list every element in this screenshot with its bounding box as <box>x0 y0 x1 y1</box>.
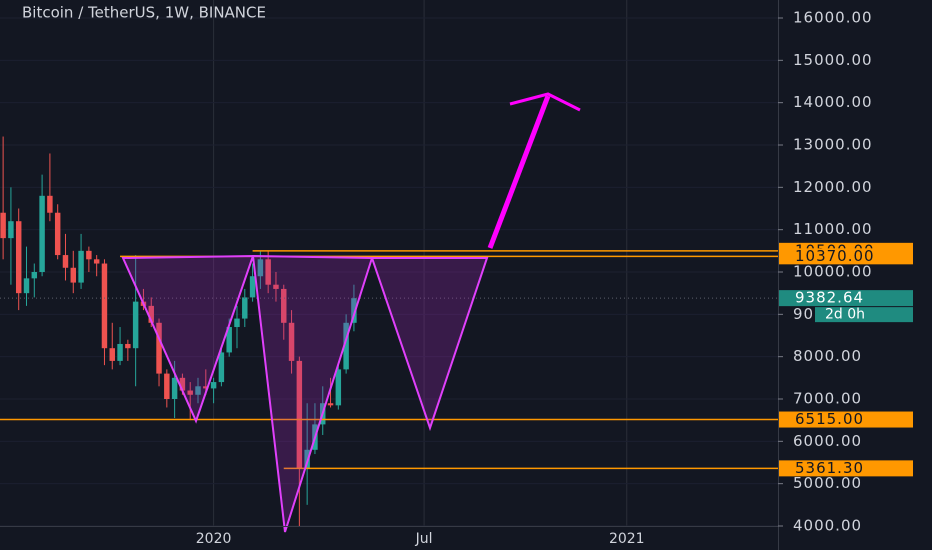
candle-body <box>23 278 30 294</box>
head <box>251 254 374 533</box>
right-shoulder <box>370 257 489 432</box>
last-price-label: 9382.64 <box>795 289 864 307</box>
y-tick-label: 7000.00 <box>793 390 862 408</box>
pattern-drawing <box>121 92 581 533</box>
y-tick-label: 16000.00 <box>793 9 873 27</box>
candle-body <box>78 250 84 283</box>
y-tick-label: 11000.00 <box>793 220 873 238</box>
y-tick-label: 12000.00 <box>793 178 873 196</box>
price-line-box <box>779 411 913 428</box>
candle-body <box>281 288 287 323</box>
candle-body <box>257 259 264 277</box>
candle-body <box>335 369 342 406</box>
left-shoulder <box>121 254 255 424</box>
candle-body <box>47 195 53 213</box>
candle-body <box>343 322 349 370</box>
candle-body <box>86 250 92 260</box>
y-tick-label: 14000.00 <box>793 93 873 111</box>
candle-body <box>218 352 225 383</box>
candle-body <box>195 386 201 395</box>
candle-body <box>171 377 178 399</box>
y-tick-label: 13000.00 <box>793 136 873 154</box>
candle-body <box>62 255 69 268</box>
x-tick-label: 2020 <box>196 531 232 547</box>
candle-body <box>132 301 139 349</box>
x-tick-label: Jul <box>415 531 433 547</box>
candle-body <box>249 276 256 298</box>
arrow-shaft <box>487 95 551 249</box>
candle-body <box>54 212 61 256</box>
candle-body <box>125 343 131 349</box>
candle-body <box>226 327 232 353</box>
x-tick-label: 2021 <box>609 531 645 547</box>
candle-body <box>273 284 279 289</box>
candle-body <box>296 360 303 469</box>
candle-body <box>288 322 295 361</box>
candle-body <box>187 390 193 395</box>
y-tick-label: 10000.00 <box>793 263 873 281</box>
y-tick-label: 4000.00 <box>793 517 862 535</box>
candle-body <box>234 318 240 328</box>
candle-body <box>210 382 217 389</box>
candle-body <box>351 298 357 323</box>
price-line-box <box>779 460 913 477</box>
price-line-box <box>779 248 913 265</box>
candle-body <box>8 221 14 239</box>
candle-body <box>179 377 186 391</box>
arrow-head <box>509 92 581 112</box>
price-line-label: 5361.30 <box>795 459 864 477</box>
candle-body <box>93 259 100 264</box>
price-axis: 2020 Jul 2021 4000.00 5000.00 6000.00 7000.00 8… <box>196 9 873 548</box>
candle-body <box>156 322 162 374</box>
candle-body <box>31 272 38 279</box>
candle-body <box>70 267 77 283</box>
last-price-box <box>779 290 913 307</box>
chart-title: Bitcoin / TetherUS, 1W, BINANCE <box>22 4 266 22</box>
candle-body <box>265 259 271 285</box>
y-tick-label: 6000.00 <box>793 432 862 450</box>
candle-body <box>109 348 115 361</box>
candle-body <box>101 263 108 349</box>
countdown-label: 2d 0h <box>825 307 865 323</box>
candle-body <box>242 297 248 319</box>
candle-body <box>39 195 45 272</box>
candle-body <box>164 373 170 399</box>
candle-body <box>148 305 154 323</box>
price-line-label: 6515.00 <box>795 410 864 428</box>
y-tick-label: 15000.00 <box>793 51 873 69</box>
candle-body <box>327 403 334 406</box>
candle-body <box>203 386 209 389</box>
candle-body <box>117 343 123 361</box>
grid <box>0 0 778 527</box>
candle-body <box>15 221 22 294</box>
countdown-box <box>815 307 913 323</box>
candle-body <box>0 212 6 239</box>
candles <box>0 136 357 526</box>
price-line-label: 10370.00 <box>795 247 875 265</box>
y-tick-label: 5000.00 <box>793 474 862 492</box>
y-tick-label: 8000.00 <box>793 347 862 365</box>
